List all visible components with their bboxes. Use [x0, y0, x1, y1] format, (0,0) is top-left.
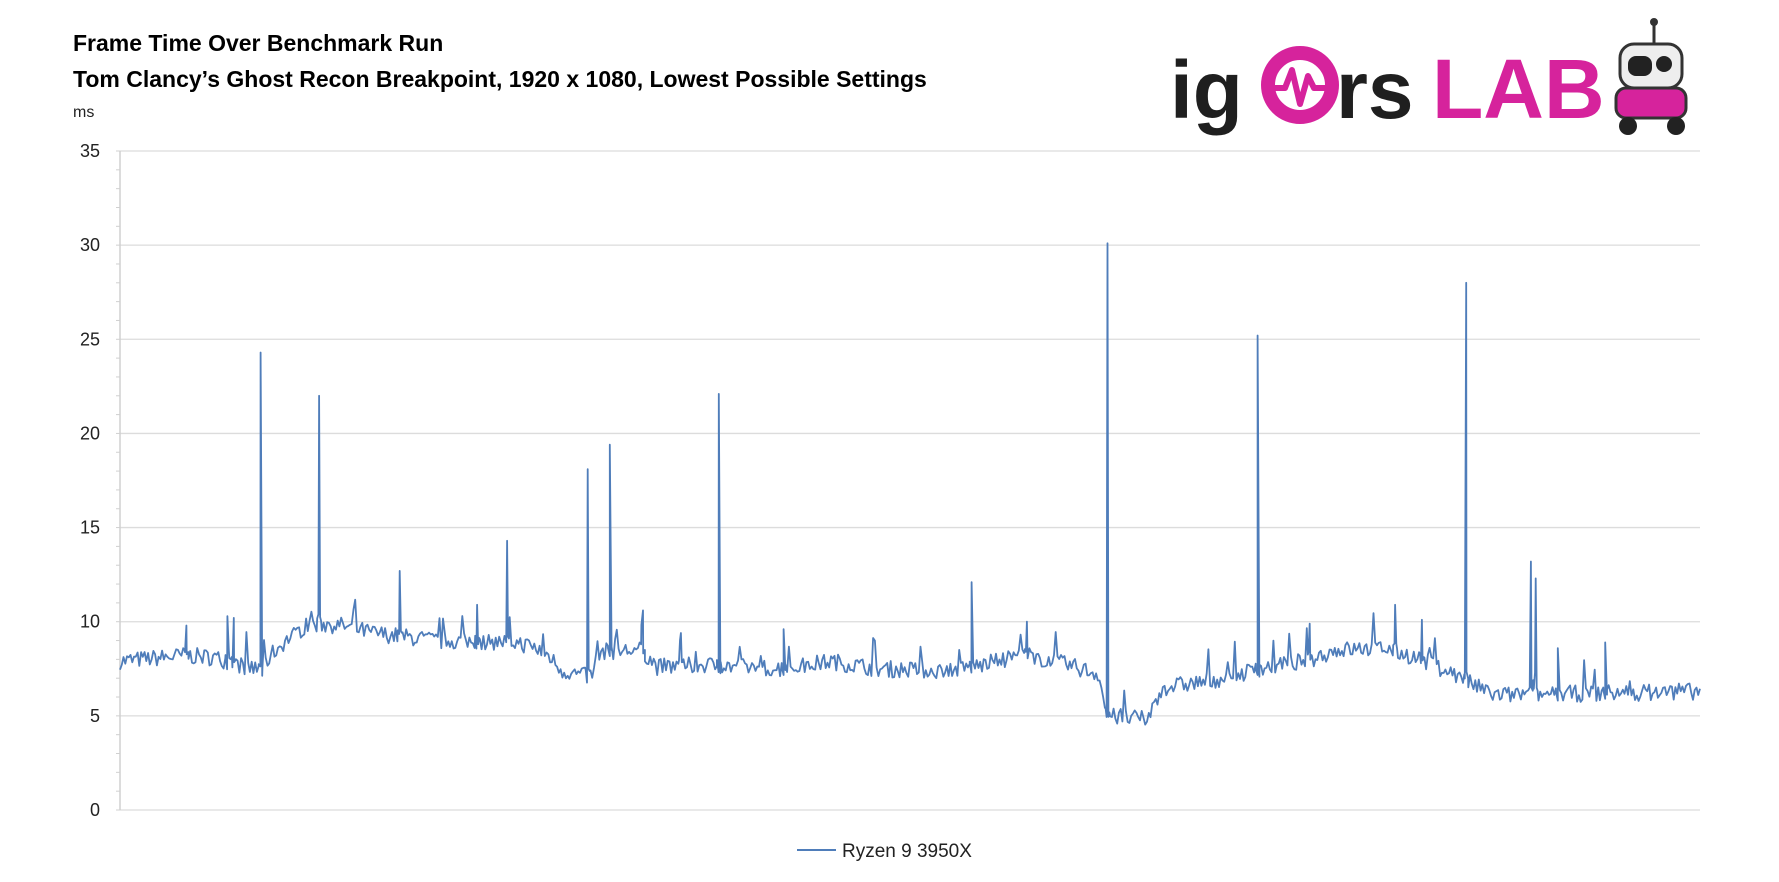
- grid-lines: [120, 150, 1700, 811]
- logo-text-lab: LAB: [1432, 42, 1605, 136]
- igorslab-logo: ig rs LAB: [1170, 18, 1688, 136]
- y-tick-label-15: 15: [80, 518, 100, 538]
- logo-robot-icon: [1614, 18, 1688, 135]
- y-tick-label-25: 25: [80, 329, 100, 349]
- logo-text-ig: ig: [1170, 45, 1243, 136]
- chart-subtitle: Tom Clancy’s Ghost Recon Breakpoint, 192…: [73, 66, 927, 92]
- legend-label: Ryzen 9 3950X: [842, 841, 972, 862]
- y-tick-label-10: 10: [80, 612, 100, 632]
- series-layer: [119, 242, 1701, 726]
- legend: Ryzen 9 3950X: [797, 841, 972, 862]
- y-tick-label-35: 35: [80, 141, 100, 161]
- series-line-ryzen-9-3950x: [119, 242, 1701, 726]
- y-axis: 0 5 10 15 20 25 30 35: [80, 141, 121, 820]
- chart-title: Frame Time Over Benchmark Run: [73, 30, 444, 56]
- y-axis-unit-label: ms: [73, 104, 95, 121]
- y-tick-label-30: 30: [80, 235, 100, 255]
- y-tick-label-5: 5: [90, 706, 100, 726]
- y-tick-label-0: 0: [90, 800, 100, 820]
- logo-text-rs: rs: [1336, 45, 1414, 136]
- y-tick-label-20: 20: [80, 423, 100, 443]
- logo-heartbeat-icon: [1261, 46, 1339, 124]
